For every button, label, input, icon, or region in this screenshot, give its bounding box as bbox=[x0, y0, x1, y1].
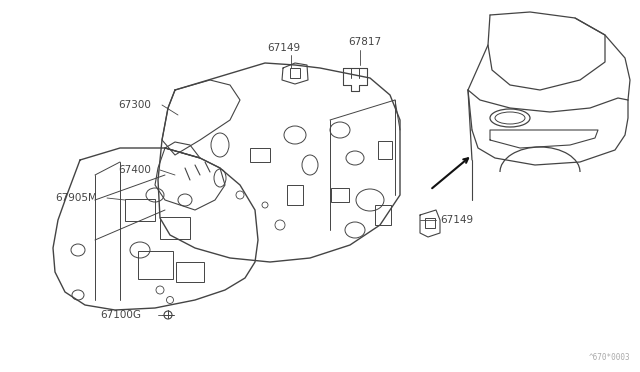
Bar bbox=[290, 68, 300, 78]
Bar bbox=[176, 262, 204, 282]
Bar bbox=[378, 141, 392, 159]
Bar bbox=[425, 218, 435, 228]
Bar bbox=[331, 188, 349, 202]
Bar bbox=[160, 217, 190, 239]
Bar bbox=[125, 199, 155, 221]
Text: 67400: 67400 bbox=[118, 165, 151, 175]
Bar bbox=[250, 148, 270, 162]
Text: 67817: 67817 bbox=[348, 37, 381, 47]
Text: ^670*0003: ^670*0003 bbox=[588, 353, 630, 362]
Text: 67100G: 67100G bbox=[100, 310, 141, 320]
Text: 67300: 67300 bbox=[118, 100, 151, 110]
Bar bbox=[287, 185, 303, 205]
Text: 67149: 67149 bbox=[267, 43, 300, 53]
Bar bbox=[138, 251, 173, 279]
Bar bbox=[375, 205, 391, 225]
Text: 67905M: 67905M bbox=[55, 193, 97, 203]
Text: 67149: 67149 bbox=[440, 215, 473, 225]
